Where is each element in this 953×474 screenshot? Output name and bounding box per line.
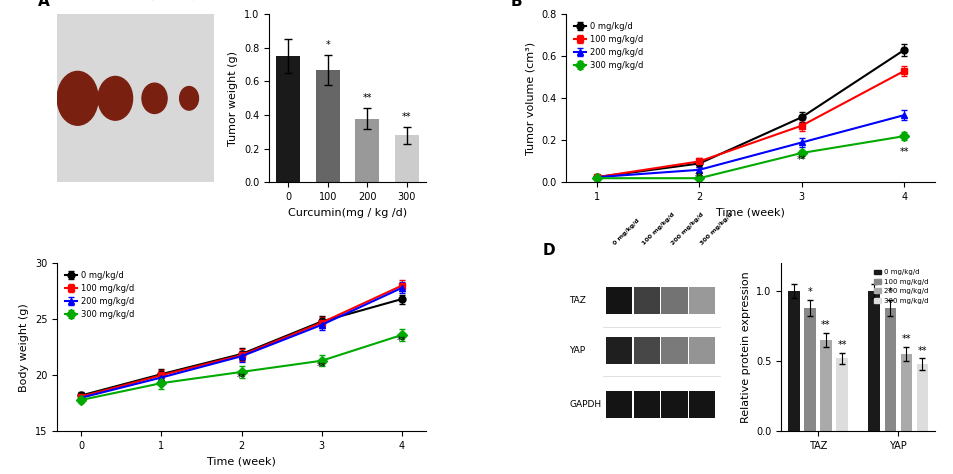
Bar [355,118,379,182]
Text: 200 mg/kg/d: 200 mg/kg/d [150,0,189,1]
Text: **: ** [837,340,846,350]
Bar [660,391,687,418]
Bar [867,291,879,431]
Legend: 0 mg/kg/d, 100 mg/kg/d, 200 mg/kg/d, 300 mg/kg/d: 0 mg/kg/d, 100 mg/kg/d, 200 mg/kg/d, 300… [61,267,138,322]
Bar [605,287,632,314]
Text: **: ** [821,320,830,330]
Bar [315,70,339,182]
Text: 0 mg/kg/d: 0 mg/kg/d [612,218,639,246]
Bar [688,287,715,314]
Bar [688,337,715,364]
Text: A: A [38,0,51,9]
Text: **: ** [899,147,908,157]
Text: YAP: YAP [569,346,585,355]
Text: *: * [887,287,892,297]
Ellipse shape [142,83,167,113]
Bar [688,391,715,418]
Bar [883,308,895,431]
Text: 300 mg/kg/d: 300 mg/kg/d [190,0,229,1]
Bar [633,391,659,418]
X-axis label: Time (week): Time (week) [716,208,784,218]
Legend: 0 mg/kg/d, 100 mg/kg/d, 200 mg/kg/d, 300 mg/kg/d: 0 mg/kg/d, 100 mg/kg/d, 200 mg/kg/d, 300… [871,266,930,307]
Text: **: ** [396,336,406,346]
Text: **: ** [917,346,926,356]
Bar [660,337,687,364]
Text: **: ** [694,173,703,182]
Ellipse shape [179,87,198,110]
Text: 300 mg/kg/d: 300 mg/kg/d [700,212,733,246]
Bar [633,287,659,314]
Legend: 0 mg/kg/d, 100 mg/kg/d, 200 mg/kg/d, 300 mg/kg/d: 0 mg/kg/d, 100 mg/kg/d, 200 mg/kg/d, 300… [570,18,646,73]
Y-axis label: Body weight (g): Body weight (g) [19,303,30,392]
Text: *: * [325,39,330,50]
X-axis label: Time (week): Time (week) [207,456,275,466]
Text: **: ** [362,93,372,103]
Bar [787,291,799,431]
Bar [900,354,911,431]
Y-axis label: Tumor weight (g): Tumor weight (g) [228,51,238,146]
Bar [605,391,632,418]
Bar [395,135,418,182]
Bar [820,340,831,431]
Text: **: ** [796,155,805,165]
Text: TAZ: TAZ [569,296,585,305]
Text: 100 mg/kg/d: 100 mg/kg/d [110,0,149,1]
Text: 100 mg/kg/d: 100 mg/kg/d [640,212,675,246]
Text: **: ** [901,335,910,345]
Ellipse shape [98,76,132,120]
Bar [916,364,927,431]
Bar [633,337,659,364]
Ellipse shape [57,72,98,125]
Text: B: B [510,0,522,9]
Text: GAPDH: GAPDH [569,400,600,409]
Bar [276,56,299,182]
Y-axis label: Relative protein expression: Relative protein expression [740,272,750,423]
Text: D: D [542,243,556,258]
Y-axis label: Tumor volume (cm³): Tumor volume (cm³) [525,42,535,155]
Text: 0 mg/kg/d: 0 mg/kg/d [70,0,102,1]
X-axis label: Curcumin(mg / kg /d): Curcumin(mg / kg /d) [288,208,407,218]
Bar [836,358,847,431]
Text: 200 mg/kg/d: 200 mg/kg/d [670,212,704,246]
Text: **: ** [236,373,246,383]
Bar [605,337,632,364]
Text: **: ** [316,362,326,372]
Text: *: * [807,287,811,297]
Text: **: ** [402,112,412,122]
Bar [803,308,815,431]
Bar [660,287,687,314]
